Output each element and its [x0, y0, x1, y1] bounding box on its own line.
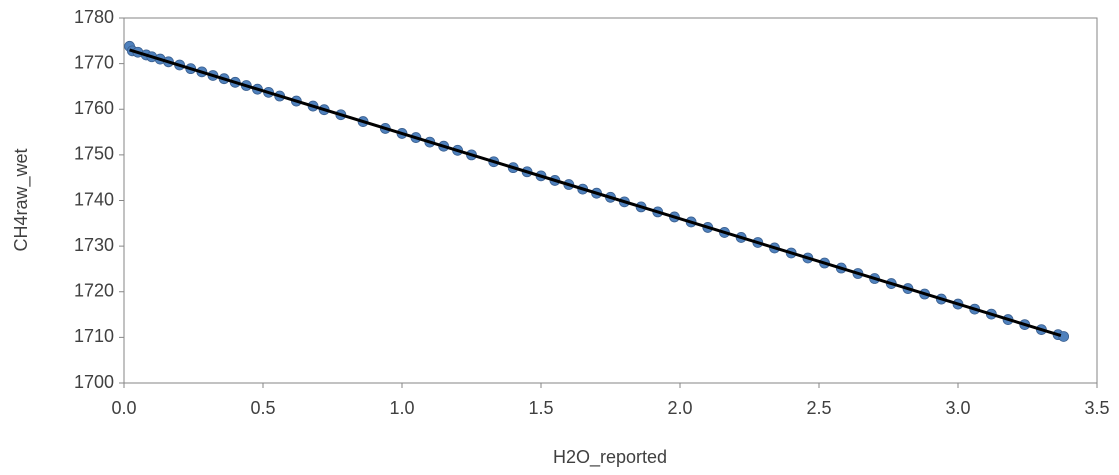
y-tick-label: 1700 — [74, 372, 114, 392]
scatter-point — [1058, 331, 1070, 342]
x-tick-label: 3.0 — [945, 398, 970, 418]
y-axis-label: CH4raw_wet — [11, 148, 32, 251]
y-tick-label: 1710 — [74, 326, 114, 346]
y-tick-label: 1720 — [74, 281, 114, 301]
y-tick-label: 1730 — [74, 235, 114, 255]
y-tick-label: 1770 — [74, 52, 114, 72]
x-tick-label: 0.5 — [250, 398, 275, 418]
y-tick-label: 1780 — [74, 7, 114, 27]
y-tick-label: 1740 — [74, 189, 114, 209]
trend-line — [129, 48, 1062, 337]
x-tick-label: 1.5 — [528, 398, 553, 418]
y-tick-label: 1760 — [74, 98, 114, 118]
x-tick-label: 0.0 — [111, 398, 136, 418]
x-tick-label: 2.5 — [806, 398, 831, 418]
x-axis-label: H2O_reported — [553, 447, 667, 468]
x-tick-label: 2.0 — [667, 398, 692, 418]
x-tick-label: 3.5 — [1084, 398, 1109, 418]
x-tick-label: 1.0 — [389, 398, 414, 418]
y-tick-label: 1750 — [74, 144, 114, 164]
